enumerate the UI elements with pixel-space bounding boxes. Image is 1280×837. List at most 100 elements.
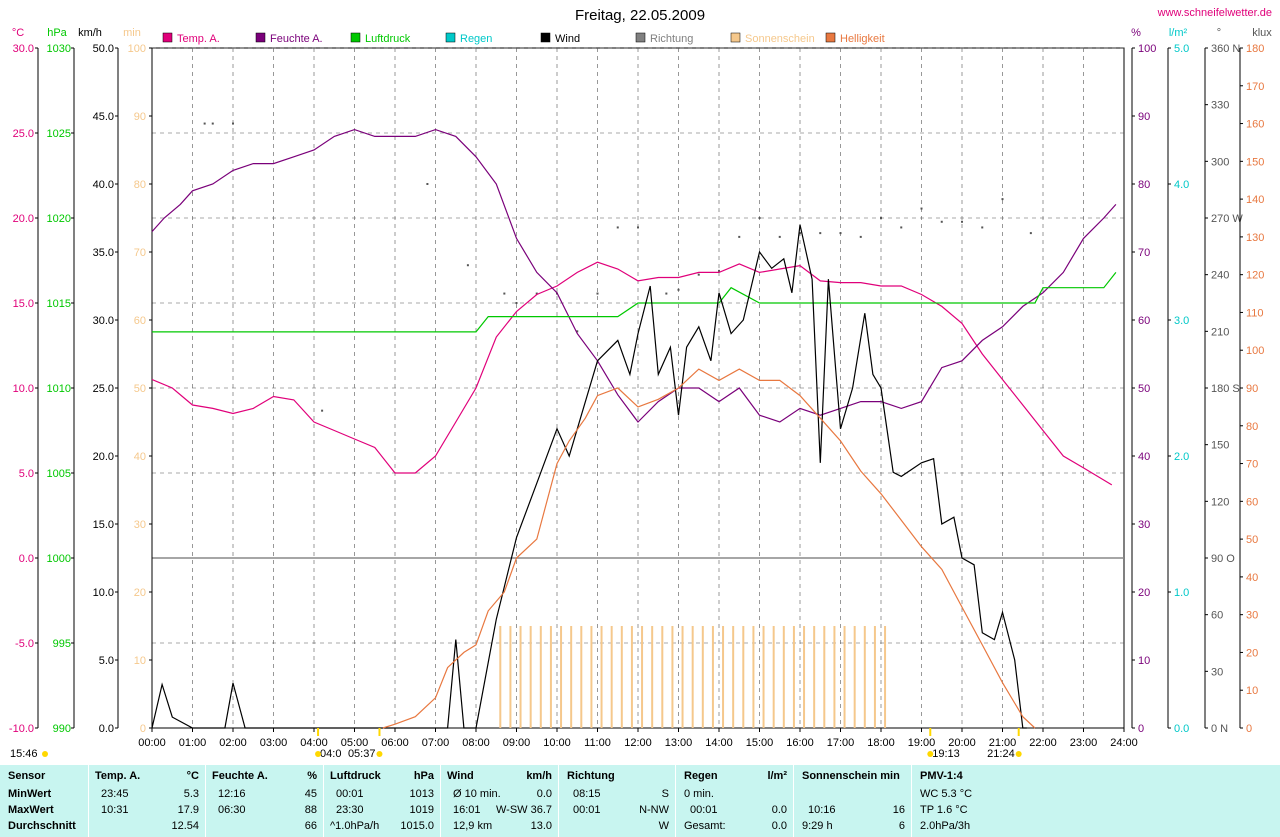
cell-time: Gesamt: xyxy=(684,820,726,832)
cell-value: 6 xyxy=(898,820,905,832)
axis-unit-label: °C xyxy=(12,27,24,39)
axis-tick-label: 180 S xyxy=(1211,383,1240,395)
axis-tick-label: 4.0 xyxy=(1174,179,1189,191)
col-direction: Richtung 08:15 S 00:01 N-NW W xyxy=(559,765,675,837)
col-wind: Wind km/h Ø 10 min. 0.0 16:01 W-SW 36.7 … xyxy=(441,765,558,837)
col-sensor: Sensor MinWert MaxWert Durchschnitt xyxy=(0,765,88,837)
cell-time: 23:30 xyxy=(336,804,364,816)
axis-tick-label: 0 N xyxy=(1211,723,1228,735)
axis-tick-label: 70 xyxy=(1246,459,1258,471)
direction-point xyxy=(799,232,801,235)
axis-tick-label: 5.0 xyxy=(1174,43,1189,55)
col-header: Regen xyxy=(684,770,718,782)
direction-point xyxy=(819,232,822,235)
col-header: Luftdruck xyxy=(330,770,381,782)
direction-point xyxy=(596,292,599,295)
axis-tick-label: 30.0 xyxy=(93,315,114,327)
axis-tick-label: 90 xyxy=(1138,111,1150,123)
axis-tick-label: 30 xyxy=(1246,610,1258,622)
grid xyxy=(152,47,1124,728)
axis-tick-label: 2.0 xyxy=(1174,451,1189,463)
axis-tick-label: 30 xyxy=(1138,519,1150,531)
axis-tick-label: 0.0 xyxy=(99,723,114,735)
legend-label: Helligkeit xyxy=(840,33,885,45)
col-header: Richtung xyxy=(567,770,615,782)
cell-time: 10:31 xyxy=(101,804,129,816)
axis-unit-label: hPa xyxy=(47,27,67,39)
axis-tick-label: 5.0 xyxy=(99,655,114,667)
axis-tick-label: 100 xyxy=(128,43,146,55)
axis-tick-label: 140 xyxy=(1246,194,1264,206)
x-tick-label: 04:00 xyxy=(300,737,328,749)
axis-tick-label: 170 xyxy=(1246,81,1264,93)
x-tick-label: 21:00 xyxy=(989,737,1017,749)
direction-point xyxy=(758,217,761,219)
axis-tick-label: 35.0 xyxy=(93,247,114,259)
cell-value: 12.54 xyxy=(171,820,199,832)
axis-unit-label: klux xyxy=(1252,27,1272,39)
x-tick-label: 09:00 xyxy=(503,737,531,749)
x-tick-label: 05:00 xyxy=(341,737,369,749)
axes: 30.025.020.015.010.05.00.0-5.0-10.010301… xyxy=(9,43,1264,749)
legend: Temp. A. Feuchte A. Luftdruck Regen Wind Rich… xyxy=(162,32,885,45)
series-line-tempa xyxy=(151,261,1113,486)
direction-point xyxy=(665,292,668,295)
series-lines xyxy=(151,128,1117,729)
x-tick-label: 12:00 xyxy=(624,737,652,749)
direction-point xyxy=(637,226,639,229)
axis-tick-label: 50.0 xyxy=(93,43,114,55)
chart-title: Freitag, 22.05.2009 xyxy=(575,7,705,24)
sun-icon xyxy=(1015,751,1022,757)
axis-tick-label: 995 xyxy=(53,638,71,650)
x-tick-label: 01:00 xyxy=(179,737,207,749)
axis-tick-label: 30 xyxy=(1211,666,1223,678)
cell-time: 16:01 xyxy=(453,804,481,816)
direction-point xyxy=(880,217,882,219)
cell-value: W xyxy=(658,820,669,832)
direction-point xyxy=(576,330,579,333)
sun-icon xyxy=(927,751,934,757)
axis-tick-label: 330 xyxy=(1211,100,1229,112)
axis-tick-label: 0.0 xyxy=(1174,723,1189,735)
col-sunshine: Sonnenschein min 10:16 16 9:29 h 6 xyxy=(794,765,911,837)
legend-label: Sonnenschein xyxy=(745,33,815,45)
cell-value: 5.3 xyxy=(183,788,199,800)
direction-point xyxy=(466,264,469,267)
direction-point xyxy=(211,122,214,125)
direction-point xyxy=(535,292,538,295)
axis-tick-label: 50 xyxy=(134,383,146,395)
col-unit: °C xyxy=(186,770,199,782)
direction-point xyxy=(616,226,619,229)
axis-tick-label: 70 xyxy=(134,247,146,259)
direction-point xyxy=(515,302,518,304)
axis-tick-label: 0 xyxy=(1138,723,1144,735)
stats-table: Sensor MinWert MaxWert Durchschnitt Temp… xyxy=(0,765,1280,837)
col-humid: Feuchte A. % 12:16 45 06:30 88 66 xyxy=(206,765,323,837)
axis-tick-label: 80 xyxy=(134,179,146,191)
axis-tick-label: 20 xyxy=(1246,647,1258,659)
axis-tick-label: 1000 xyxy=(47,553,71,565)
x-tick-label: 24:00 xyxy=(1110,737,1138,749)
col-header: Temp. A. xyxy=(95,770,141,782)
cell-value: 1013 xyxy=(409,788,434,800)
x-tick-label: 10:00 xyxy=(543,737,571,749)
col-pressure: Luftdruck hPa 00:01 1013 23:30 1019 ^1.0… xyxy=(324,765,440,837)
col-rain: Regen l/m² 0 min. 00:01 0.0 Gesamt: 0.0 xyxy=(676,765,793,837)
x-tick-label: 16:00 xyxy=(786,737,814,749)
axis-tick-label: 1030 xyxy=(47,43,71,55)
axis-tick-label: 130 xyxy=(1246,232,1264,244)
cell-value: 17.9 xyxy=(177,804,199,816)
col-header: Feuchte A. xyxy=(212,770,268,782)
direction-point xyxy=(677,288,680,291)
sun-icon xyxy=(376,751,383,757)
x-tick-label: 19:00 xyxy=(908,737,936,749)
axis-tick-label: 110 xyxy=(1246,307,1264,319)
x-tick-label: 02:00 xyxy=(219,737,247,749)
cell-value: 2.0hPa/3h xyxy=(920,820,971,832)
legend-swatch xyxy=(825,32,836,43)
row-label: MinWert xyxy=(8,788,52,800)
axis-tick-label: 1015 xyxy=(47,298,71,310)
site-link[interactable]: www.schneifelwetter.de xyxy=(1157,7,1272,19)
direction-point xyxy=(839,232,842,235)
sun-event-label: 05:37 xyxy=(348,748,376,760)
